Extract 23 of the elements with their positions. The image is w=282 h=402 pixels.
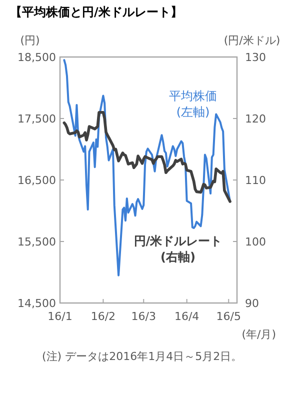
text: (注) データは2016年1月4日～5月2日。 <box>42 350 242 363</box>
y-tick-label: 14,500 <box>18 297 56 310</box>
series-label: 平均株価(左軸) <box>169 89 217 119</box>
y2-tick-label: 110 <box>245 174 266 187</box>
y-tick-label: 18,500 <box>18 51 56 64</box>
x-axis-title: (年/月) <box>242 328 276 341</box>
y-tick-label: 17,500 <box>18 112 56 126</box>
y-axis-title: (円) <box>20 34 40 47</box>
chart-title: 【平均株価と円/米ドルレート】 <box>10 5 182 19</box>
x-tick-label: 16/4 <box>174 310 200 323</box>
x-tick-label: 16/1 <box>48 310 72 323</box>
y2-tick-label: 120 <box>245 112 266 126</box>
text: 円/米ドルレート(右軸) <box>134 234 222 264</box>
y-tick-label: 15,500 <box>18 236 56 248</box>
x-tick-label: 16/3 <box>131 310 156 323</box>
line-series <box>63 59 232 276</box>
y2-tick-label: 130 <box>245 51 266 64</box>
y2-axis-title: (円/米ドル) <box>224 34 280 47</box>
y2-tick-label: 100 <box>245 236 266 248</box>
x-tick-label: 16/2 <box>90 310 116 323</box>
y2-tick-label: 90 <box>245 297 259 310</box>
x-tick-label: 16/5 <box>216 310 241 323</box>
y-tick-label: 16,500 <box>18 174 56 187</box>
